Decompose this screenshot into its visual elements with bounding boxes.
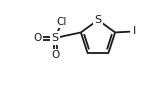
Text: O: O xyxy=(34,33,42,43)
Text: Cl: Cl xyxy=(57,17,67,27)
Text: S: S xyxy=(51,33,59,43)
Text: S: S xyxy=(94,15,102,25)
Text: I: I xyxy=(133,26,136,36)
Text: O: O xyxy=(51,50,59,60)
